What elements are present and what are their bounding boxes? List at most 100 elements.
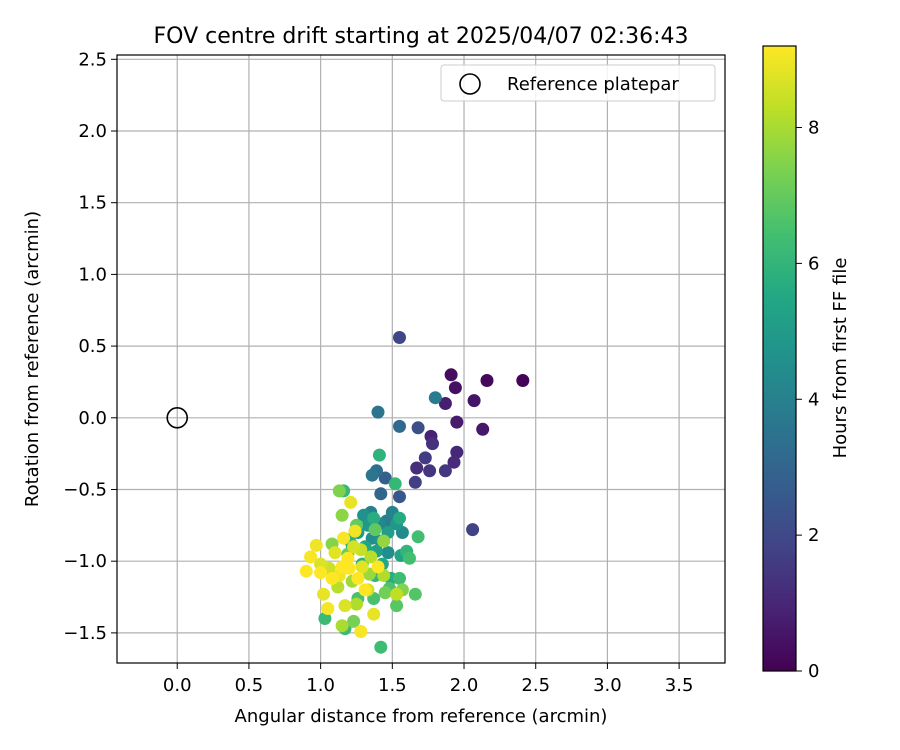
- data-point: [309, 538, 323, 552]
- data-point: [448, 381, 462, 395]
- data-point: [390, 599, 404, 613]
- data-point: [325, 571, 339, 585]
- data-point: [335, 619, 349, 633]
- x-axis-label: Angular distance from reference (arcmin): [235, 706, 608, 727]
- x-tick-label: 3.0: [593, 675, 622, 696]
- data-point: [337, 531, 351, 545]
- x-tick-label: 1.5: [378, 675, 407, 696]
- legend-box: [440, 64, 716, 102]
- data-point: [347, 614, 361, 628]
- data-point: [410, 461, 424, 475]
- y-tick-label: 1.0: [78, 264, 107, 285]
- data-point: [321, 602, 335, 615]
- y-axis-ticks: −1.5 −1.0 −0.5 0.0 0.5 1.0 1.5 2.0 2.5: [63, 49, 117, 644]
- x-tick-label: 0.0: [163, 675, 192, 696]
- colorbar-tick-label: 0: [808, 661, 819, 682]
- data-point: [355, 560, 369, 574]
- y-tick-label: −1.5: [63, 623, 107, 644]
- legend-marker-open-circle: [459, 73, 481, 95]
- data-point: [335, 508, 349, 522]
- grid-lines: [117, 55, 725, 663]
- x-tick-label: 3.5: [665, 675, 694, 696]
- data-point: [371, 405, 385, 419]
- data-point: [351, 571, 365, 585]
- data-point: [348, 524, 362, 538]
- colorbar-tick-label: 4: [808, 389, 819, 410]
- x-tick-label: 0.5: [235, 675, 264, 696]
- data-point: [358, 583, 372, 597]
- reference-marker-group: [166, 406, 189, 429]
- y-tick-label: 0.0: [78, 408, 107, 429]
- scatter-points: [299, 331, 530, 654]
- data-point: [372, 448, 386, 462]
- data-point: [317, 587, 330, 601]
- data-point: [328, 546, 342, 560]
- data-point: [371, 560, 385, 574]
- colorbar-gradient: [762, 45, 797, 672]
- data-point: [411, 530, 425, 544]
- y-tick-label: 1.5: [78, 193, 107, 214]
- data-point: [393, 571, 406, 585]
- x-tick-label: 2.0: [450, 675, 479, 696]
- data-point: [450, 415, 464, 429]
- data-point: [350, 597, 363, 611]
- data-point: [467, 394, 481, 408]
- data-point: [374, 487, 388, 501]
- data-point: [364, 550, 378, 564]
- reference-platepar-marker: [166, 406, 189, 429]
- data-point: [357, 508, 371, 522]
- y-tick-label: 2.5: [78, 49, 107, 70]
- x-axis-ticks: 0.0 0.5 1.0 1.5 2.0 2.5 3.0 3.5: [163, 663, 694, 696]
- data-point: [408, 587, 422, 601]
- data-point: [444, 368, 458, 382]
- y-axis-label: Rotation from reference (arcmin): [22, 211, 43, 507]
- legend-entry-label: Reference platepar: [507, 74, 679, 95]
- data-point: [403, 551, 416, 565]
- data-point: [418, 451, 432, 465]
- data-point: [377, 534, 391, 548]
- data-point: [314, 566, 328, 580]
- data-point: [408, 475, 422, 489]
- data-point: [347, 540, 361, 554]
- x-tick-label: 1.0: [306, 675, 335, 696]
- data-point: [411, 421, 425, 435]
- y-tick-label: −0.5: [63, 479, 107, 500]
- data-point: [299, 564, 313, 578]
- data-point: [393, 490, 406, 504]
- data-point: [332, 484, 346, 498]
- data-point: [516, 374, 530, 387]
- data-point: [354, 625, 368, 638]
- data-point: [393, 331, 406, 344]
- data-point: [374, 640, 388, 654]
- data-point: [304, 550, 318, 564]
- data-point: [344, 495, 358, 509]
- data-point: [428, 391, 442, 405]
- data-point: [318, 612, 332, 625]
- data-point: [450, 445, 464, 459]
- data-point: [426, 437, 439, 451]
- colorbar-ticks: 0 2 4 6 8: [796, 118, 819, 682]
- chart-title: FOV centre drift starting at 2025/04/07 …: [154, 24, 689, 49]
- data-point: [393, 511, 406, 525]
- data-point: [378, 471, 392, 485]
- data-point: [341, 551, 355, 565]
- colorbar-tick-label: 2: [808, 525, 819, 546]
- legend: Reference platepar: [440, 64, 716, 102]
- x-tick-label: 2.5: [521, 675, 550, 696]
- data-point: [378, 586, 392, 600]
- plot-frame: [116, 54, 726, 664]
- data-point: [447, 455, 461, 469]
- colorbar-tick-label: 6: [808, 253, 819, 274]
- y-tick-label: 0.5: [78, 336, 107, 357]
- data-point: [390, 587, 404, 601]
- data-point: [367, 607, 381, 621]
- data-point: [480, 374, 494, 387]
- data-point: [466, 523, 480, 537]
- data-point: [423, 464, 437, 478]
- data-point: [338, 599, 352, 613]
- data-point: [388, 477, 402, 491]
- data-point: [393, 419, 406, 433]
- data-point: [438, 397, 452, 410]
- data-point: [438, 464, 452, 478]
